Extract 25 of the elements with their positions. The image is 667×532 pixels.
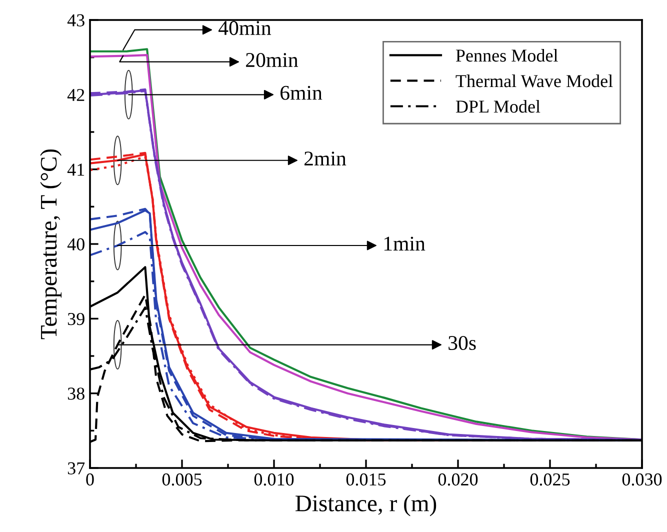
y-axis-title: Temperature, T (°C) <box>40 149 62 340</box>
x-tick-label: 0.015 <box>346 473 386 486</box>
annotation: 20min <box>246 52 298 68</box>
x-tick-label: 0.020 <box>438 473 478 486</box>
legend-label: DPL Model <box>456 100 540 113</box>
legend-label: Pennes Model <box>456 49 558 62</box>
annotation: 6min <box>280 86 322 100</box>
y-tick-label: 41 <box>67 164 84 176</box>
x-tick-label: 0 <box>86 473 94 486</box>
annotation: 1min <box>384 236 426 251</box>
annotation: 40min <box>218 21 272 36</box>
y-tick-label: 37 <box>68 462 85 474</box>
y-tick-label: 43 <box>67 14 84 26</box>
x-tick-label: 0.025 <box>530 473 570 486</box>
x-tick-label: 0.010 <box>254 473 294 486</box>
y-tick-label: 42 <box>67 88 84 101</box>
legend-label: Thermal Wave Model <box>456 74 613 88</box>
y-tick-label: 39 <box>68 312 84 326</box>
x-tick-label: 0.005 <box>162 473 202 486</box>
annotation: 30s <box>448 336 476 350</box>
x-tick-label: 0.030 <box>622 473 662 486</box>
y-tick-label: 38 <box>68 388 84 400</box>
y-tick-label: 40 <box>67 238 84 250</box>
x-axis-title: Distance, r (m) <box>296 494 436 516</box>
annotation: 2min <box>304 152 346 166</box>
